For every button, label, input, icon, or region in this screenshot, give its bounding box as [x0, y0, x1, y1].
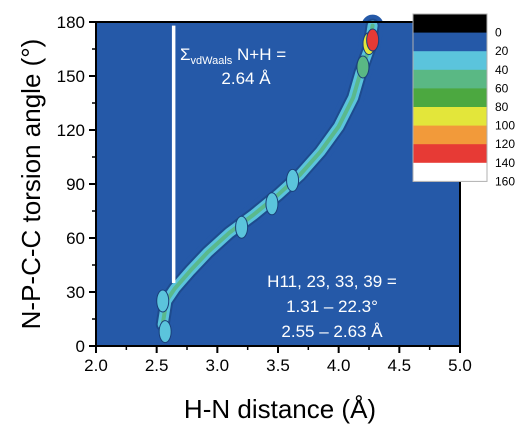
- density-hotspot-7: [366, 28, 380, 52]
- colorbar-level-label: 80: [495, 100, 509, 114]
- y-tick-label: 150: [57, 67, 85, 86]
- vdw-subscript: vdWaals: [191, 55, 233, 67]
- colorbar-swatch: [413, 107, 487, 127]
- sigma-symbol: Σ: [180, 45, 191, 64]
- vdw-label: ΣvdWaals N+H = 2.64 Å: [180, 45, 286, 88]
- density-hotspot-3: [265, 192, 279, 216]
- density-ridge-3: [160, 23, 375, 327]
- y-tick-label: 0: [76, 337, 85, 356]
- colorbar-level-label: 100: [495, 119, 515, 133]
- colorbar-level-label: 40: [495, 63, 509, 77]
- x-tick-label: 2.0: [84, 356, 108, 375]
- colorbar: 0 20 40 60 80 100 120 140 160: [412, 13, 515, 188]
- density-layer: [151, 14, 384, 344]
- y-axis-label: N-P-C-C torsion angle (°): [16, 39, 46, 330]
- x-tick-label: 3.5: [266, 356, 290, 375]
- y-tick-label: 30: [66, 283, 85, 302]
- colorbar-swatch: [413, 69, 487, 89]
- annotation-line-1: H11, 23, 33, 39 =: [267, 272, 397, 291]
- colorbar-swatch: [413, 162, 487, 182]
- density-hotspot-1: [158, 320, 172, 344]
- x-axis-ticks: 2.0 2.5 3.0 3.5 4.0 4.5 5.0: [84, 346, 472, 375]
- density-hotspot-2: [235, 215, 249, 239]
- colorbar-level-label: 160: [495, 174, 515, 188]
- colorbar-swatch: [413, 32, 487, 52]
- colorbar-swatch: [413, 14, 487, 34]
- colorbar-swatch: [413, 125, 487, 145]
- x-tick-label: 4.0: [327, 356, 351, 375]
- y-tick-label: 120: [57, 121, 85, 140]
- vdw-label-line1: ΣvdWaals N+H =: [180, 45, 286, 67]
- annotation-line-2: 1.31 – 22.3°: [286, 297, 378, 316]
- vdw-label-suffix: N+H =: [232, 45, 286, 64]
- x-tick-label: 4.5: [388, 356, 412, 375]
- annotation-block: H11, 23, 33, 39 = 1.31 – 22.3° 2.55 – 2.…: [267, 272, 397, 341]
- density-hotspot-5: [356, 55, 370, 79]
- y-tick-label: 60: [66, 229, 85, 248]
- colorbar-swatch: [413, 144, 487, 164]
- colorbar-level-label: 20: [495, 44, 509, 58]
- colorbar-level-label: 120: [495, 137, 515, 151]
- colorbar-level-label: 0: [495, 26, 502, 40]
- density-hotspot-4: [286, 168, 300, 192]
- colorbar-swatch: [413, 88, 487, 108]
- x-tick-label: 2.5: [145, 356, 169, 375]
- x-axis-label: H-N distance (Å): [184, 394, 376, 424]
- colorbar-level-label: 60: [495, 81, 509, 95]
- colorbar-level-label: 140: [495, 156, 515, 170]
- vdw-value: 2.64 Å: [221, 69, 271, 88]
- density-hotspot-0: [156, 289, 170, 313]
- colorbar-border: [412, 13, 488, 182]
- plot-panel: 2.0 2.5 3.0 3.5 4.0 4.5 5.0 0 30 60 90 120 150 180: [57, 13, 472, 375]
- y-axis-ticks: 0 30 60 90 120 150 180: [57, 13, 96, 356]
- x-tick-label: 5.0: [448, 356, 472, 375]
- y-tick-label: 180: [57, 13, 85, 32]
- y-tick-label: 90: [66, 175, 85, 194]
- colorbar-swatch: [413, 51, 487, 71]
- x-tick-label: 3.0: [206, 356, 230, 375]
- annotation-line-3: 2.55 – 2.63 Å: [281, 322, 383, 341]
